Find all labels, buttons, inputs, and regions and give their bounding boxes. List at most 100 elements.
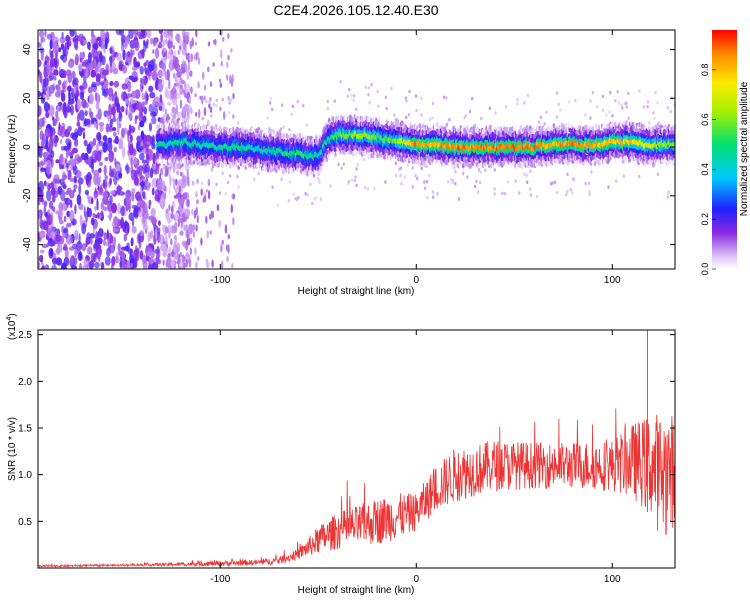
heatmap-noise-cell <box>146 38 149 46</box>
heatmap-noise-cell <box>184 31 190 38</box>
heatmap-noise-cell <box>147 231 151 243</box>
heatmap-noise-cell <box>185 65 188 73</box>
heatmap-noise-cell <box>223 111 226 120</box>
heatmap-noise-cell <box>108 125 113 133</box>
heatmap-noise-cell <box>48 182 55 189</box>
heatmap-noise-cell <box>200 188 203 196</box>
heatmap-noise-cell <box>139 146 144 151</box>
heatmap-noise-cell <box>226 61 229 68</box>
heatmap-noise-cell <box>66 222 72 228</box>
heatmap-noise-cell <box>167 41 174 49</box>
heatmap-noise-cell <box>209 81 213 88</box>
heatmap-noise-cell <box>88 60 92 73</box>
heatmap-noise-cell <box>111 221 115 227</box>
heatmap-noise-cell <box>138 112 144 122</box>
heatmap-noise-cell <box>134 169 139 179</box>
heatmap-noise-cell <box>49 212 54 223</box>
heatmap-noise-cell <box>133 208 138 218</box>
heatmap-noise-cell <box>98 52 103 63</box>
heatmap-noise-cell <box>92 150 95 160</box>
heatmap-noise-cell <box>168 247 171 254</box>
heatmap-noise-cell <box>76 194 82 206</box>
heatmap-noise-cell <box>47 209 51 216</box>
heatmap-noise-cell <box>141 92 145 101</box>
heatmap-noise-cell <box>53 76 57 81</box>
heatmap-noise-cell <box>169 47 173 56</box>
heatmap-noise-cell <box>94 261 100 269</box>
heatmap-noise-cell <box>122 64 128 74</box>
heatmap-noise-cell <box>183 81 187 90</box>
heatmap-noise-cell <box>125 194 131 207</box>
heatmap-noise-cell <box>220 49 223 59</box>
heatmap-noise-cell <box>81 98 87 109</box>
heatmap-noise-cell <box>104 39 108 50</box>
heatmap-noise-cell <box>144 99 148 105</box>
heatmap-noise-cell <box>93 193 98 200</box>
heatmap-noise-cell <box>180 172 183 177</box>
heatmap-noise-cell <box>220 260 224 269</box>
heatmap-noise-cell <box>88 51 92 64</box>
heatmap-noise-cell <box>71 70 76 80</box>
heatmap-noise-cell <box>38 42 42 48</box>
heatmap-noise-cell <box>87 86 93 94</box>
heatmap-noise-cell <box>42 83 47 95</box>
heatmap-noise-cell <box>97 253 101 263</box>
heatmap-noise-cell <box>95 92 101 104</box>
spectrogram-heatmap <box>38 30 675 269</box>
heatmap-noise-cell <box>149 91 156 99</box>
heatmap-noise-cell <box>67 100 70 112</box>
heatmap-noise-cell <box>142 191 146 199</box>
heatmap-noise-cell <box>70 132 75 139</box>
heatmap-noise-cell <box>175 170 180 176</box>
heatmap-noise-cell <box>55 110 59 119</box>
heatmap-noise-cell <box>38 261 41 269</box>
heatmap-noise-cell <box>86 232 91 241</box>
heatmap-signal-cell <box>236 126 239 132</box>
heatmap-noise-cell <box>51 116 54 121</box>
heatmap-noise-cell <box>67 170 70 181</box>
heatmap-noise-cell <box>95 231 98 242</box>
heatmap-noise-cell <box>160 73 167 78</box>
heatmap-noise-cell <box>45 140 48 149</box>
heatmap-noise-cell <box>164 108 167 115</box>
heatmap-noise-cell <box>131 188 136 194</box>
heatmap-noise-cell <box>195 261 198 269</box>
heatmap-noise-cell <box>46 189 52 202</box>
heatmap-noise-cell <box>110 202 117 214</box>
heatmap-noise-cell <box>66 162 70 169</box>
heatmap-noise-cell <box>231 262 234 269</box>
heatmap-noise-cell <box>130 157 133 168</box>
heatmap-noise-cell <box>150 230 154 239</box>
heatmap-noise-cell <box>56 228 61 237</box>
heatmap-noise-cell <box>127 130 130 143</box>
heatmap-noise-cell <box>146 181 149 187</box>
heatmap-noise-cell <box>226 74 229 81</box>
heatmap-noise-cell <box>39 218 43 229</box>
heatmap-noise-cell <box>123 233 128 242</box>
heatmap-noise-cell <box>115 52 123 61</box>
heatmap-noise-cell <box>76 156 83 163</box>
heatmap-noise-cell <box>125 107 128 116</box>
heatmap-noise-cell <box>190 237 193 243</box>
heatmap-noise-cell <box>121 34 126 43</box>
heatmap-noise-cell <box>196 178 199 184</box>
heatmap-noise-cell <box>43 114 47 124</box>
heatmap-noise-cell <box>108 95 112 101</box>
heatmap-noise-cell <box>185 259 188 268</box>
heatmap-noise-cell <box>216 204 220 212</box>
heatmap-signal-cell <box>230 163 233 169</box>
heatmap-noise-cell <box>173 194 179 199</box>
heatmap-noise-cell <box>104 256 111 266</box>
heatmap-noise-cell <box>103 76 107 82</box>
heatmap-noise-cell <box>54 118 58 124</box>
heatmap-noise-cell <box>184 36 189 45</box>
heatmap-noise-cell <box>219 106 222 112</box>
heatmap-noise-cell <box>40 161 46 166</box>
heatmap-noise-cell <box>71 264 77 269</box>
heatmap-noise-cell <box>139 229 145 237</box>
heatmap-noise-cell <box>96 212 100 220</box>
heatmap-noise-cell <box>38 255 44 263</box>
heatmap-signal-cell <box>197 122 200 128</box>
heatmap-noise-cell <box>38 70 41 75</box>
heatmap-noise-cell <box>99 81 105 86</box>
